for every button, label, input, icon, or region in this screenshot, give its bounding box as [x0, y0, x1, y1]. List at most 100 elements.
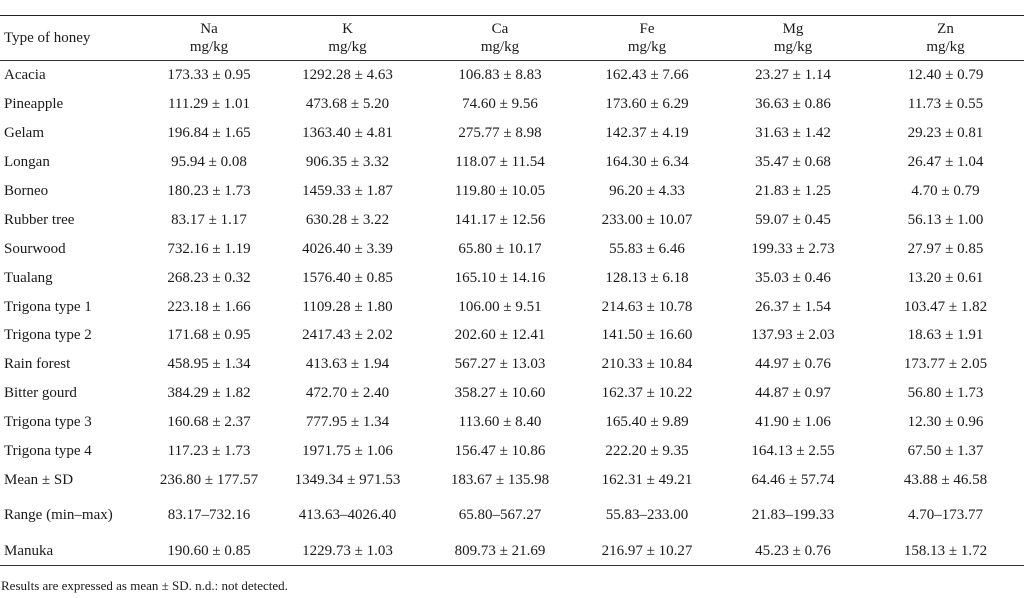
- cell-mg: 36.63 ± 0.86: [755, 96, 831, 113]
- row-honey-type: Trigona type 4: [4, 443, 92, 460]
- header-element: Na: [200, 21, 218, 37]
- cell-zn: 18.63 ± 1.91: [907, 327, 984, 344]
- cell-mg: 35.47 ± 0.68: [755, 154, 831, 171]
- cell-zn: 56.80 ± 1.73: [907, 385, 984, 402]
- cell-na: 384.29 ± 1.82: [167, 385, 251, 402]
- cell-ca: 141.17 ± 12.56: [454, 211, 546, 228]
- cell-mg: 59.07 ± 0.45: [755, 211, 831, 228]
- header-zn: Zn mg/kg: [867, 17, 1024, 61]
- manuka-cell-ca: 809.73 ± 21.69: [425, 536, 575, 567]
- cell-na: 117.23 ± 1.73: [167, 443, 251, 460]
- cell-zn: 12.40 ± 0.79: [907, 67, 984, 84]
- cell-zn: 13.20 ± 0.61: [907, 269, 984, 286]
- manuka-cell-k: 1229.73 ± 1.03: [270, 536, 425, 567]
- cell-zn: 43.88 ± 46.58: [903, 471, 988, 488]
- cell-fe: 222.20 ± 9.35: [605, 443, 689, 460]
- header-unit: mg/kg: [480, 39, 520, 55]
- cell-ca: 183.67 ± 135.98: [450, 471, 550, 488]
- cell-k: 1109.28 ± 1.80: [302, 298, 393, 315]
- range-cell-fe: 55.83–233.00: [605, 507, 689, 524]
- cell-na: 111.29 ± 1.01: [167, 96, 251, 113]
- header-type-of-honey: Type of honey: [0, 17, 148, 61]
- cell-ca: 106.83 ± 8.83: [458, 67, 542, 84]
- cell-mg: 137.93 ± 2.03: [751, 327, 835, 344]
- cell-ca: 358.27 ± 10.60: [454, 385, 546, 402]
- cell-mg: 35.03 ± 0.46: [755, 269, 831, 286]
- cell-fe: 142.37 ± 4.19: [605, 125, 689, 142]
- table-row: Trigona type 3 160.68 ± 2.37 777.95 ± 1.34…: [0, 408, 1024, 437]
- cell-na: 95.94 ± 0.08: [171, 154, 247, 171]
- row-honey-type: Gelam: [4, 125, 44, 142]
- cell-fe: 164.30 ± 6.34: [605, 154, 689, 171]
- table-row: Mean ± SD 236.80 ± 177.57 1349.34 ± 971.53…: [0, 465, 1024, 494]
- header-na: Na mg/kg: [148, 17, 270, 61]
- cell-ca: 65.80 ± 10.17: [458, 240, 542, 257]
- row-honey-type: Mean ± SD: [4, 471, 74, 488]
- table-top-rule: [0, 15, 1024, 16]
- table-row: Tualang 268.23 ± 0.32 1576.40 ± 0.85 165.10…: [0, 263, 1024, 292]
- cell-zn: 56.13 ± 1.00: [907, 211, 984, 228]
- header-element: Zn: [937, 21, 954, 37]
- row-honey-type: Rubber tree: [4, 211, 75, 228]
- range-cell-ca: 65.80–567.27: [458, 507, 542, 524]
- cell-k: 1292.28 ± 4.63: [302, 67, 393, 84]
- table-footnote: Results are expressed as mean ± SD. n.d.…: [1, 578, 288, 593]
- range-cell-zn: 4.70–173.77: [908, 507, 983, 524]
- header-element: Fe: [639, 21, 655, 37]
- cell-k: 1576.40 ± 0.85: [302, 269, 393, 286]
- cell-k: 777.95 ± 1.34: [305, 414, 390, 431]
- cell-mg: 44.87 ± 0.97: [755, 385, 831, 402]
- header-unit: mg/kg: [926, 39, 965, 55]
- cell-fe: 165.40 ± 9.89: [605, 414, 689, 431]
- cell-ca: 156.47 ± 10.86: [454, 443, 546, 460]
- table-row: Trigona type 4 117.23 ± 1.73 1971.75 ± 1.0…: [0, 437, 1024, 466]
- cell-fe: 173.60 ± 6.29: [605, 96, 689, 113]
- cell-na: 236.80 ± 177.57: [159, 471, 259, 488]
- cell-fe: 210.33 ± 10.84: [601, 356, 693, 373]
- cell-fe: 141.50 ± 16.60: [601, 327, 693, 344]
- row-name-range: Range (min–max): [4, 506, 113, 523]
- cell-k: 1363.40 ± 4.81: [302, 125, 393, 142]
- cell-na: 173.33 ± 0.95: [167, 67, 251, 84]
- header-unit: mg/kg: [773, 39, 813, 55]
- header-unit: mg/kg: [627, 39, 667, 55]
- cell-zn: 67.50 ± 1.37: [907, 443, 984, 460]
- cell-na: 180.23 ± 1.73: [167, 183, 251, 199]
- manuka-cell-fe: 216.97 ± 10.27: [575, 536, 719, 567]
- header-ca: Ca mg/kg: [425, 17, 575, 61]
- cell-k: 1971.75 ± 1.06: [302, 443, 393, 460]
- cell-ca: 275.77 ± 8.98: [458, 125, 542, 142]
- cell-zn: 103.47 ± 1.82: [903, 298, 988, 315]
- cell-mg: 44.97 ± 0.76: [755, 356, 831, 373]
- cell-zn: 27.97 ± 0.85: [907, 240, 984, 257]
- cell-k: 1349.34 ± 971.53: [294, 471, 401, 488]
- table-row: Acacia 173.33 ± 0.95 1292.28 ± 4.63 106.83 …: [0, 61, 1024, 90]
- table-row: Gelam 196.84 ± 1.65 1363.40 ± 4.81 275.77 ±…: [0, 119, 1024, 148]
- table-row: Sourwood 732.16 ± 1.19 4026.40 ± 3.39 65.80…: [0, 234, 1024, 263]
- table-row: Trigona type 1 223.18 ± 1.66 1109.28 ± 1.8…: [0, 292, 1024, 321]
- cell-k: 630.28 ± 3.22: [305, 211, 390, 228]
- manuka-cell-zn: 158.13 ± 1.72: [867, 536, 1024, 567]
- cell-mg: 64.46 ± 57.74: [751, 471, 835, 488]
- cell-fe: 55.83 ± 6.46: [609, 240, 685, 257]
- row-honey-type: Tualang: [4, 269, 53, 286]
- cell-fe: 214.63 ± 10.78: [601, 298, 693, 315]
- cell-na: 171.68 ± 0.95: [167, 327, 251, 344]
- table-body: Acacia 173.33 ± 0.95 1292.28 ± 4.63 106.83 …: [0, 61, 1024, 567]
- cell-na: 160.68 ± 2.37: [167, 414, 251, 431]
- cell-mg: 21.83 ± 1.25: [755, 183, 831, 199]
- table-row-range: Range (min–max) 83.17–732.16 413.63–4026…: [0, 494, 1024, 536]
- cell-fe: 162.37 ± 10.22: [601, 385, 693, 402]
- cell-k: 4026.40 ± 3.39: [302, 240, 393, 257]
- header-element: K: [342, 21, 353, 37]
- table-row-manuka: Manuka 190.60 ± 0.85 1229.73 ± 1.03 809.…: [0, 536, 1024, 567]
- table-row: Rain forest 458.95 ± 1.34 413.63 ± 1.94 567…: [0, 350, 1024, 379]
- cell-k: 1459.33 ± 1.87: [302, 183, 393, 199]
- header-mg: Mg mg/kg: [719, 17, 867, 61]
- cell-k: 473.68 ± 5.20: [305, 96, 390, 113]
- cell-na: 268.23 ± 0.32: [167, 269, 251, 286]
- cell-mg: 23.27 ± 1.14: [755, 67, 831, 84]
- cell-ca: 106.00 ± 9.51: [458, 298, 542, 315]
